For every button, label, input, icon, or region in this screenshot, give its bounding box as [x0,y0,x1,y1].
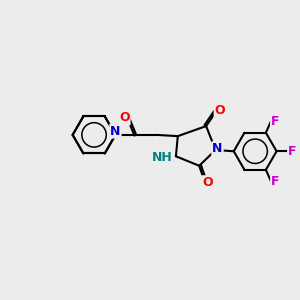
Text: F: F [288,145,297,158]
Text: N: N [110,124,121,138]
Text: NH: NH [152,151,173,164]
Text: N: N [212,142,223,155]
Text: F: F [271,115,280,128]
Text: O: O [215,104,225,118]
Text: O: O [202,176,213,189]
Text: F: F [271,175,280,188]
Text: O: O [119,111,130,124]
